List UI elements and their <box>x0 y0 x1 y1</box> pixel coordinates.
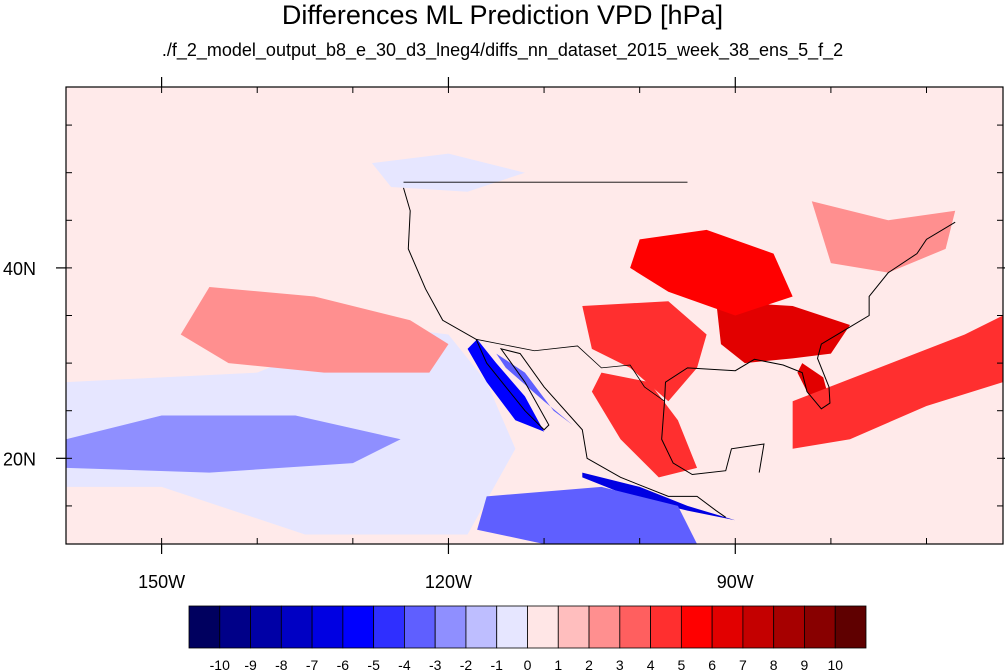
y-tick-label: 40N <box>3 259 36 279</box>
colorbar-swatch <box>465 605 498 649</box>
colorbar-label: -1 <box>491 657 504 672</box>
x-tick-label: 120W <box>425 572 472 592</box>
colorbar-label: 7 <box>739 657 747 672</box>
colorbar-swatch <box>680 605 713 649</box>
colorbar-label: 4 <box>647 657 655 672</box>
colorbar-label: -8 <box>275 657 288 672</box>
region-southeast-US <box>716 301 851 364</box>
colorbar-label: -5 <box>367 657 380 672</box>
region-subtropical-pacific <box>180 286 449 373</box>
colorbar-swatch <box>434 605 467 649</box>
colorbar-label: -6 <box>337 657 350 672</box>
colorbar-label: 1 <box>554 657 562 672</box>
colorbar-label: -9 <box>244 657 257 672</box>
colorbar-swatch <box>373 605 405 649</box>
colorbar-label: -2 <box>460 657 473 672</box>
colorbar-swatch <box>250 605 282 649</box>
colorbar-swatch <box>711 605 744 649</box>
region-central-pacific-band <box>66 415 401 473</box>
colorbar-label: -10 <box>210 657 230 672</box>
colorbar-label: 5 <box>677 657 685 672</box>
colorbar-label: 2 <box>585 657 593 672</box>
y-tick-label: 20N <box>3 449 36 469</box>
colorbar-swatch <box>496 605 528 649</box>
colorbar-swatch <box>219 605 251 649</box>
coastline-west <box>403 187 727 518</box>
colorbar-swatch <box>342 605 375 649</box>
region-northeast <box>811 201 956 273</box>
region-western-atlantic <box>792 315 1003 449</box>
colorbar-swatch <box>557 605 590 649</box>
colorbar-label: -7 <box>306 657 319 672</box>
colorbar-swatch <box>773 605 805 649</box>
colorbar-label: 0 <box>524 657 532 672</box>
region-eastern-mexico <box>591 372 698 478</box>
region-eastern-pacific-south <box>477 486 698 544</box>
colorbar-label: 3 <box>616 657 624 672</box>
colorbar-label: 9 <box>801 657 809 672</box>
colorbar-swatch <box>188 605 221 649</box>
region-southern-mexico-pacific-coast <box>582 472 736 521</box>
colorbar-swatch <box>804 605 836 649</box>
chart-title: Differences ML Prediction VPD [hPa] <box>281 0 724 30</box>
colorbar-swatch <box>527 605 559 649</box>
coastline-east <box>664 221 956 410</box>
border-us-mexico <box>476 338 665 402</box>
colorbar-label: -3 <box>429 657 442 672</box>
colorbar-label: 10 <box>827 657 843 672</box>
coastline-mexico-gulf <box>661 401 765 476</box>
colorbar-swatch <box>311 605 344 649</box>
colorbar-label: 6 <box>708 657 716 672</box>
x-tick-label: 150W <box>138 572 185 592</box>
colorbar-swatch <box>834 605 867 649</box>
chart-subtitle: ./f_2_model_output_b8_e_30_d3_lneg4/diff… <box>161 40 844 60</box>
colorbar-swatch <box>280 605 313 649</box>
colorbar-swatch <box>742 605 775 649</box>
region-gulf-of-california <box>496 353 573 425</box>
colorbar-label: 8 <box>770 657 778 672</box>
x-tick-label: 90W <box>717 572 754 592</box>
colorbar-swatch <box>619 605 651 649</box>
colorbar-swatch <box>650 605 682 649</box>
colorbar-swatch <box>588 605 621 649</box>
colorbar-swatch <box>404 605 436 649</box>
colorbar-label: -4 <box>398 657 411 672</box>
region-midwest <box>630 229 793 316</box>
